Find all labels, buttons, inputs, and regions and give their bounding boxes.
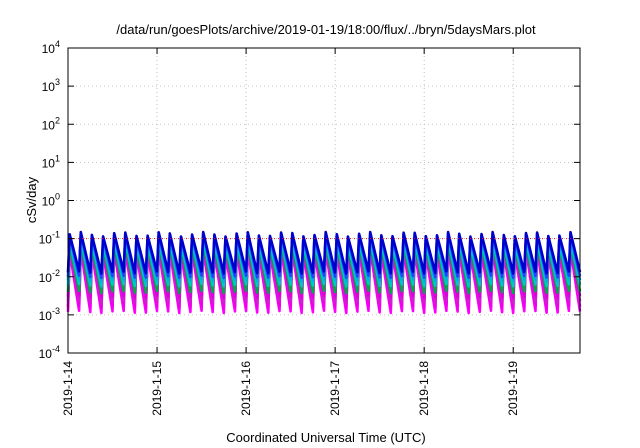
y-tick-label: 10-2 — [39, 268, 60, 285]
chart-title: /data/run/goesPlots/archive/2019-01-19/1… — [116, 22, 536, 37]
x-tick-label: 2019-1-15 — [150, 361, 164, 416]
x-tick-label: 2019-1-14 — [61, 361, 75, 416]
y-tick-label: 102 — [42, 115, 60, 132]
y-axis-label: cSv/day — [24, 176, 39, 223]
x-tick-label: 2019-1-17 — [328, 361, 342, 416]
y-tick-label: 101 — [42, 153, 60, 170]
series-line — [66, 230, 582, 275]
y-tick-label: 103 — [42, 77, 60, 94]
x-axis-label: Coordinated Universal Time (UTC) — [226, 430, 425, 445]
y-tick-label: 10-3 — [39, 306, 60, 323]
x-tick-label: 2019-1-16 — [239, 361, 253, 416]
x-ticks: 2019-1-14 2019-1-15 2019-1-16 2019-1-17 2019… — [61, 48, 520, 416]
y-tick-label: 10-1 — [39, 230, 60, 247]
y-tick-label: 100 — [42, 192, 60, 209]
series-group — [66, 230, 582, 315]
x-tick-label: 2019-1-19 — [506, 361, 520, 416]
y-tick-label: 10-4 — [39, 344, 60, 361]
y-ticks: 10-4 10-3 10-2 10-1 100 101 102 103 104 — [39, 39, 580, 361]
y-tick-label: 104 — [42, 39, 60, 56]
x-tick-label: 2019-1-18 — [417, 361, 431, 416]
